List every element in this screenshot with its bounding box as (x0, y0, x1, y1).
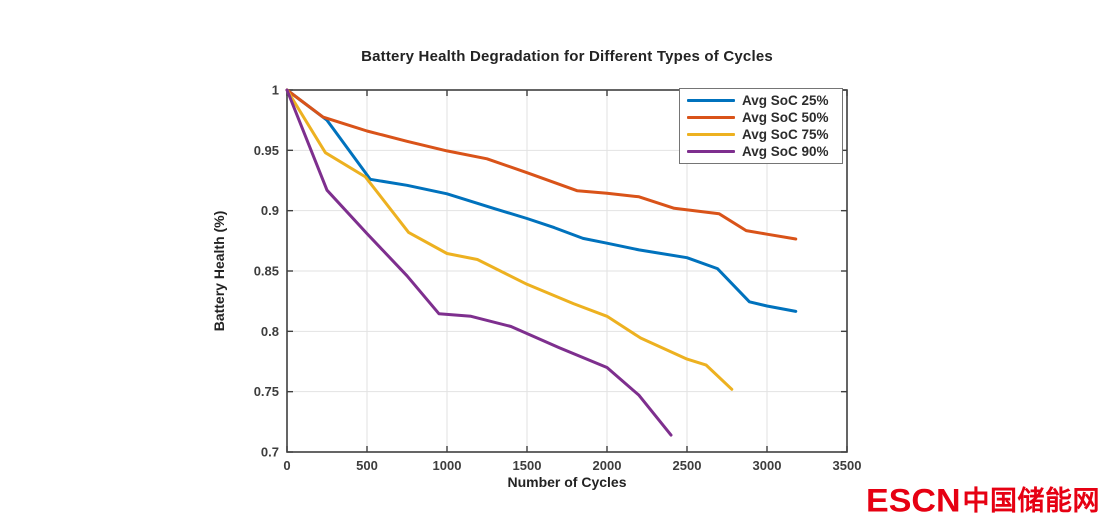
legend-line-icon (687, 115, 735, 120)
x-tick-label: 2500 (673, 458, 702, 473)
y-tick-label: 0.7 (261, 445, 279, 460)
x-tick-label: 2000 (593, 458, 622, 473)
series-line-avg-soc-75- (285, 88, 734, 391)
legend-item-label: Avg SoC 90% (742, 144, 829, 159)
escn-chinese-text: 中国储能网 (962, 485, 1100, 516)
series-line-avg-soc-90- (285, 88, 673, 437)
legend-item-label: Avg SoC 75% (742, 127, 829, 142)
legend-line-icon (687, 98, 735, 103)
escn-logo-text: ESCN (866, 482, 961, 520)
x-axis-label: Number of Cycles (507, 474, 627, 490)
x-tick-label: 1500 (513, 458, 542, 473)
y-tick-label: 0.85 (254, 264, 279, 279)
legend-item-label: Avg SoC 50% (742, 110, 829, 125)
chart-title: Battery Health Degradation for Different… (361, 48, 773, 65)
x-tick-label: 3500 (833, 458, 862, 473)
x-tick-label: 500 (356, 458, 378, 473)
y-axis-label: Battery Health (%) (211, 210, 227, 332)
legend-item: Avg SoC 50% (687, 110, 842, 126)
x-tick-label: 3000 (753, 458, 782, 473)
x-tick-label: 0 (283, 458, 290, 473)
series-line-avg-soc-25- (285, 88, 798, 313)
legend-line-icon (687, 149, 735, 154)
legend-item: Avg SoC 75% (687, 127, 842, 143)
x-tick-label: 1000 (433, 458, 462, 473)
y-tick-label: 1 (272, 83, 279, 98)
legend-item-label: Avg SoC 25% (742, 93, 829, 108)
y-tick-label: 0.9 (261, 203, 279, 218)
y-tick-label: 0.75 (254, 384, 279, 399)
legend: Avg SoC 25% Avg SoC 50% Avg SoC 75% Avg … (679, 88, 843, 164)
escn-watermark: ESCN 中国储能网 (866, 484, 1100, 518)
legend-line-icon (687, 132, 735, 137)
series-line-avg-soc-50- (285, 88, 798, 241)
legend-item: Avg SoC 25% (687, 93, 842, 109)
y-tick-label: 0.95 (254, 143, 279, 158)
y-tick-label: 0.8 (261, 324, 279, 339)
legend-item: Avg SoC 90% (687, 144, 842, 160)
